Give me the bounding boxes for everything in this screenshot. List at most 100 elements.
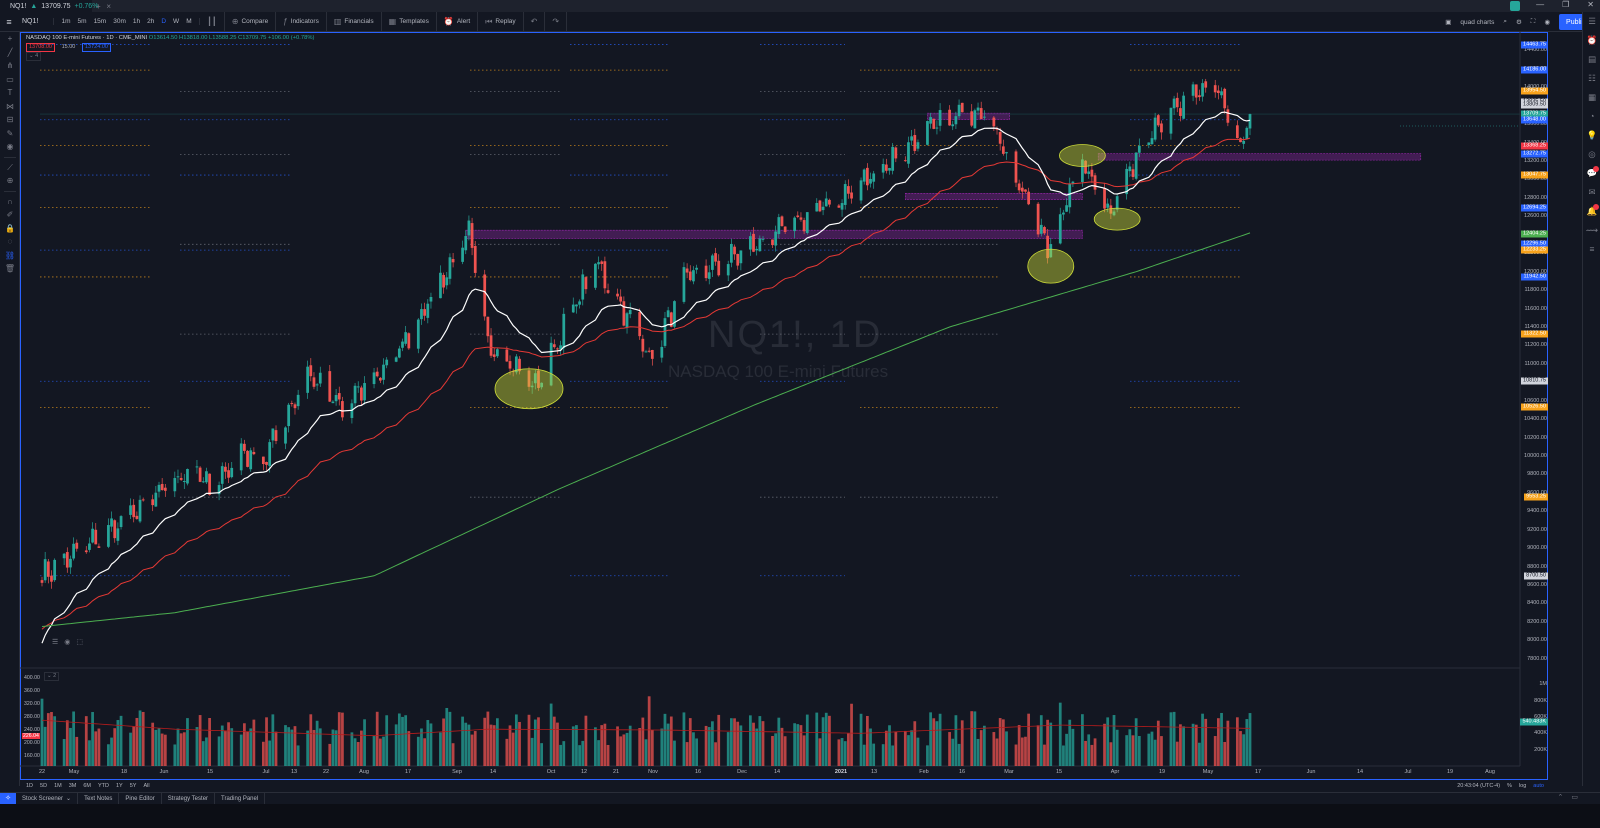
compare-button[interactable]: ⊕ Compare [225, 11, 277, 32]
order-panel-icon[interactable]: ⟿ [1585, 225, 1599, 235]
chats-icon[interactable]: 💬 [1586, 166, 1599, 178]
range-all[interactable]: All [143, 783, 150, 789]
range-1y[interactable]: 1Y [115, 783, 123, 789]
volume-axis[interactable]: 1M 800K 600K 400K 200K 540.483K [1520, 668, 1549, 766]
brush-icon[interactable]: ✎ [6, 128, 14, 138]
trend-line-icon[interactable]: ╱ [7, 47, 13, 57]
dom-icon[interactable]: ≡ [1589, 244, 1595, 254]
price-axis[interactable]: 14400.0014200.0014000.0013800.0013600.00… [1520, 32, 1549, 668]
alerts-icon[interactable]: ⏰ [1586, 35, 1598, 45]
range-1d[interactable]: 1D [26, 783, 34, 789]
zone-rect[interactable] [465, 229, 1083, 239]
calendar-icon[interactable]: ▦ [1587, 92, 1597, 102]
ema-20-line[interactable] [41, 111, 1251, 644]
highlight-ellipse[interactable] [1058, 144, 1106, 167]
trash-icon[interactable]: 🗑 [4, 264, 16, 273]
range-ytd[interactable]: YTD [97, 783, 109, 789]
sync-drawings-icon[interactable]: ⛓ [4, 250, 16, 260]
bid-price[interactable]: 13708.00 [26, 43, 55, 52]
range-5y[interactable]: 5Y [129, 783, 137, 789]
hide-drawings-icon[interactable]: ◌ [7, 237, 13, 246]
ruler-icon[interactable]: ⊟ [6, 115, 14, 124]
price-tag[interactable]: 14186.00 [1521, 66, 1548, 74]
price-tag[interactable]: 11322.50 [1521, 330, 1548, 338]
eye-icon[interactable]: ◉ [6, 142, 14, 151]
percent-toggle[interactable]: % [1507, 783, 1512, 789]
stock-screener-tab[interactable]: Stock Screener ⌄ [16, 792, 79, 805]
price-tag[interactable]: 12233.25 [1521, 246, 1548, 254]
rectangle-icon[interactable]: ▭ [6, 74, 14, 84]
close-window-button[interactable]: ✕ [1587, 0, 1594, 9]
ema-200-line[interactable] [41, 232, 1251, 627]
price-tag[interactable]: 13809.50 [1521, 101, 1548, 109]
range-3m[interactable]: 3M [68, 783, 77, 789]
tradingview-logo-icon[interactable]: ✧ [0, 792, 16, 805]
price-tag[interactable]: 13047.75 [1521, 171, 1548, 179]
time-axis[interactable]: 22 May 18 Jun 15 Jul 13 22 Aug 17 Sep 14 Oct 12 21 Nov 1… [20, 766, 1520, 778]
watchlist-icon[interactable]: ☰ [1588, 16, 1596, 26]
range-5d[interactable]: 5D [40, 783, 48, 789]
zone-rect[interactable] [905, 193, 1083, 201]
auto-toggle[interactable]: auto [1533, 783, 1544, 789]
highlight-ellipse[interactable] [494, 368, 564, 410]
price-tag[interactable]: 8700.50 [1524, 572, 1548, 580]
clock-readout[interactable]: 20:43:04 (UTC-4) [1457, 783, 1501, 789]
eye-icon[interactable]: ◉ [64, 639, 71, 646]
indicators-button[interactable]: ƒ Indicators [276, 11, 327, 32]
crosshair-icon[interactable]: + [7, 34, 13, 43]
interval-1h[interactable]: 1h [132, 18, 141, 25]
quick-search-icon[interactable]: ⌕ [1503, 18, 1507, 25]
chart-tab[interactable]: NQ1! ▲ 13709.75 +0.76% × [0, 0, 111, 12]
status-app-icon[interactable] [1510, 1, 1520, 11]
zoom-in-icon[interactable]: ⊕ [6, 176, 14, 185]
tab-close-icon[interactable]: × [106, 1, 112, 11]
price-tag[interactable]: 11942.50 [1521, 273, 1548, 281]
collapse-panel-icon[interactable]: ⌃ [1557, 794, 1564, 801]
interval-2h[interactable]: 2h [147, 18, 155, 25]
price-tag[interactable]: 13648.00 [1521, 116, 1548, 124]
interval-m[interactable]: M [186, 18, 192, 25]
replay-button[interactable]: ⏮ Replay [478, 11, 524, 32]
symbol-search[interactable]: NQ1! [18, 18, 54, 25]
notifications-icon[interactable]: 🔔 [1586, 204, 1599, 216]
ema-50-line[interactable] [41, 137, 1251, 630]
restore-button[interactable]: ❐ [1562, 0, 1570, 9]
ask-price[interactable]: 13724.00 [81, 43, 111, 52]
financials-button[interactable]: ▥ Financials [327, 11, 382, 32]
interval-5m[interactable]: 5m [77, 18, 87, 25]
zone-rect[interactable] [1097, 153, 1422, 161]
stay-drawing-icon[interactable]: ✐ [6, 210, 14, 219]
zone-rect[interactable] [927, 112, 1010, 120]
data-window-icon[interactable]: ▤ [1587, 54, 1597, 64]
fullscreen-icon[interactable]: ⛶ [1530, 18, 1536, 25]
redo-button[interactable]: ↷ [545, 11, 568, 32]
price-tag[interactable]: 10810.75 [1521, 377, 1548, 385]
price-tag[interactable]: 13368.25 [1521, 142, 1548, 150]
interval-15m[interactable]: 15m [93, 18, 107, 25]
price-tag[interactable]: 13954.50 [1521, 87, 1548, 95]
minimize-button[interactable]: — [1536, 0, 1545, 9]
price-tag[interactable]: 13709.75 [1521, 110, 1548, 118]
price-tag[interactable]: 9553.25 [1524, 493, 1548, 501]
price-tag[interactable]: 12694.25 [1521, 204, 1548, 212]
legend-collapse-button[interactable]: ⌄ 4 [26, 52, 42, 61]
measure-icon[interactable]: ⟋ [7, 162, 13, 172]
lock-icon[interactable]: 🔒 [5, 223, 15, 233]
maximize-panel-icon[interactable]: ▭ [1571, 794, 1578, 801]
strategy-tester-tab[interactable]: Strategy Tester [162, 792, 216, 805]
range-1m[interactable]: 1M [54, 783, 62, 789]
layout-grid-icon[interactable]: ▣ [1445, 19, 1452, 26]
menu-icon[interactable]: ≡ [6, 16, 12, 27]
magnet-icon[interactable]: ∩ [7, 196, 13, 206]
trading-panel-tab[interactable]: Trading Panel [215, 792, 266, 805]
legend-title[interactable]: NASDAQ 100 E-mini Futures · 1D · CME_MIN… [26, 35, 148, 41]
camera-icon[interactable]: ◉ [1544, 19, 1551, 26]
alert-button[interactable]: ⏰ Alert [437, 11, 479, 32]
ideas-icon[interactable]: 💡 [1586, 130, 1598, 140]
range-6m[interactable]: 6M [83, 783, 91, 789]
templates-button[interactable]: ▦ Templates [382, 11, 437, 32]
streams-icon[interactable]: ◎ [1588, 149, 1596, 159]
chart-style-button[interactable]: ┃┃ [200, 11, 225, 32]
price-tag[interactable]: 10526.50 [1521, 403, 1548, 411]
news-icon[interactable]: ◔ [1589, 111, 1595, 121]
